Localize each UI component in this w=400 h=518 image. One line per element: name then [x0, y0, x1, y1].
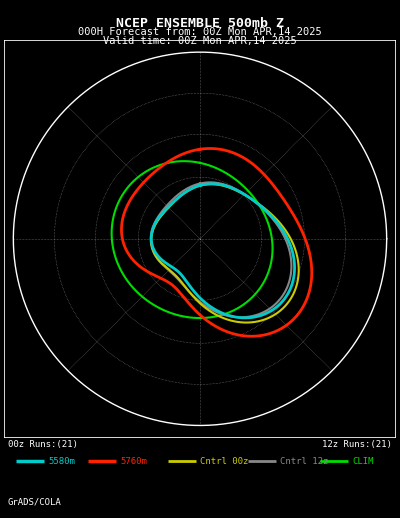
- Text: 5580m: 5580m: [48, 456, 75, 466]
- Text: GrADS/COLA: GrADS/COLA: [8, 498, 62, 507]
- Text: 5760m: 5760m: [120, 456, 147, 466]
- Text: 000H Forecast from: 00Z Mon APR,14 2025: 000H Forecast from: 00Z Mon APR,14 2025: [78, 27, 322, 37]
- Text: Valid time: 00Z Mon APR,14 2025: Valid time: 00Z Mon APR,14 2025: [103, 36, 297, 46]
- Text: 12z Runs:(21): 12z Runs:(21): [322, 440, 392, 449]
- Text: Cntrl 00z: Cntrl 00z: [200, 456, 248, 466]
- Text: NCEP ENSEMBLE 500mb Z: NCEP ENSEMBLE 500mb Z: [116, 17, 284, 30]
- Text: CLIM: CLIM: [352, 456, 374, 466]
- Text: Cntrl 12z: Cntrl 12z: [280, 456, 328, 466]
- Text: 00z Runs:(21): 00z Runs:(21): [8, 440, 78, 449]
